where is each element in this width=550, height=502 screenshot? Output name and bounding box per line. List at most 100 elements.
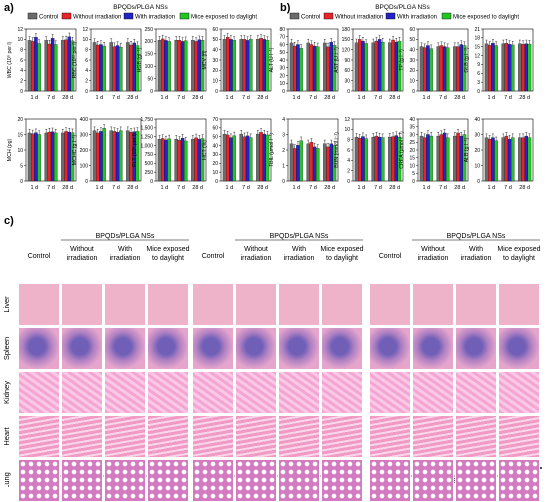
bar xyxy=(326,46,330,92)
y-tick-label: 10 xyxy=(279,81,285,87)
legend-item: Control xyxy=(39,15,58,21)
histology-image-heart xyxy=(61,415,103,458)
x-tick-label: 7 d xyxy=(309,185,317,191)
histology-image-heart xyxy=(321,415,363,458)
y-tick-label: 80 xyxy=(279,27,285,33)
y-tick-label: 1,250 xyxy=(140,135,153,141)
y-tick-label: 30 xyxy=(409,132,415,138)
y-tick-label: 0 xyxy=(85,89,88,95)
legend: Control Without irradiation With irradiati… xyxy=(27,12,257,21)
x-tick-label: 7 d xyxy=(242,95,250,101)
histology-image-liver xyxy=(235,283,277,326)
y-axis-label: HGB (gl⁻¹) xyxy=(137,47,143,72)
legend-item: Without irradiation xyxy=(73,15,121,21)
x-tick-label: 1 d xyxy=(226,95,234,101)
bar xyxy=(358,39,362,92)
y-tick-label: 0 xyxy=(412,89,415,95)
bar xyxy=(504,43,509,92)
histology-image-kidney xyxy=(321,371,363,414)
histology-image-liver xyxy=(192,283,234,326)
y-tick-label: 10 xyxy=(212,170,218,176)
histology-group-title: BPQDs/PLGA NSs xyxy=(270,233,329,240)
bar xyxy=(459,44,463,92)
histology-group-title: BPQDs/PLGA NSs xyxy=(447,233,506,240)
y-tick-label: 60 xyxy=(212,126,218,132)
histology-image-kidney xyxy=(369,371,411,414)
histology-image-heart xyxy=(278,415,320,458)
x-tick-label: 28 d xyxy=(389,95,400,101)
bar xyxy=(436,46,440,92)
x-tick-label: 7 d xyxy=(439,185,447,191)
x-tick-label: 28 d xyxy=(519,185,530,191)
bar xyxy=(229,39,233,92)
bar xyxy=(27,40,32,92)
bar xyxy=(245,40,250,92)
histology-image-kidney xyxy=(147,371,189,414)
histology-image-lung xyxy=(278,459,320,502)
y-tick-label: 25 xyxy=(409,140,415,146)
chart-tp: 0 10 20 30 40 50 60 TP (g l⁻¹) 1 d 7 d 28 d xyxy=(399,27,469,101)
bar xyxy=(518,43,522,92)
legend-swatch xyxy=(441,12,452,20)
x-tick-label: 7 d xyxy=(504,95,512,101)
column-label: With xyxy=(292,246,306,253)
histology-image-liver xyxy=(18,283,60,326)
bar xyxy=(491,137,495,182)
histology-image-spleen xyxy=(18,327,60,370)
bar xyxy=(354,136,359,182)
bar xyxy=(31,41,35,92)
bar xyxy=(312,146,317,182)
histology-image-liver xyxy=(104,283,146,326)
bar xyxy=(126,42,130,92)
y-tick-label: 12 xyxy=(344,117,350,123)
y-axis-label: BUN (mmol l⁻¹) xyxy=(334,132,340,168)
histology-image-kidney xyxy=(235,371,277,414)
bar xyxy=(47,131,52,182)
bar xyxy=(34,132,38,182)
bar xyxy=(194,41,198,92)
bar xyxy=(429,48,433,92)
chart-bun: 0 2 4 6 8 10 12 BUN (mmol l⁻¹) 1 d 7 d 28 d xyxy=(334,117,404,191)
y-tick-label: 50 xyxy=(279,50,285,56)
bar xyxy=(361,40,365,92)
bar xyxy=(259,132,263,182)
bar xyxy=(364,43,368,92)
legend-item: With irradiation xyxy=(397,15,437,21)
y-tick-label: 0 xyxy=(282,89,285,95)
y-tick-label: 20 xyxy=(474,148,480,154)
y-tick-label: 3 xyxy=(282,132,285,138)
bar xyxy=(484,43,489,92)
x-tick-label: 1 d xyxy=(358,95,366,101)
y-tick-label: 15 xyxy=(409,156,415,162)
bar xyxy=(226,37,230,92)
bar xyxy=(299,48,303,92)
column-label: Without xyxy=(421,246,445,253)
x-tick-label: 28 d xyxy=(257,95,268,101)
histology-image-liver xyxy=(147,283,189,326)
bar xyxy=(54,132,58,182)
legend-item: Control xyxy=(301,15,320,21)
y-tick-label: 2 xyxy=(20,78,23,84)
bar xyxy=(222,39,227,92)
bar xyxy=(439,45,444,92)
x-tick-label: 28 d xyxy=(257,185,268,191)
bar xyxy=(381,41,385,92)
bar xyxy=(289,42,294,92)
bar xyxy=(501,137,505,182)
bar xyxy=(197,39,201,92)
x-tick-label: 7 d xyxy=(374,95,382,101)
histology-image-liver xyxy=(321,283,363,326)
bar xyxy=(484,137,489,182)
legend-swatch xyxy=(179,12,190,20)
bar xyxy=(67,36,71,92)
histology-image-lung xyxy=(412,459,454,502)
y-tick-label: 10 xyxy=(212,78,218,84)
bar xyxy=(177,40,182,92)
legend: Control Without irradiation With irradiati… xyxy=(289,12,519,21)
bar xyxy=(92,42,97,92)
organ-label: Spleen xyxy=(2,337,11,360)
histology-image-kidney xyxy=(412,371,454,414)
histology-image-spleen xyxy=(278,327,320,370)
organ-label: Kidney xyxy=(2,381,11,404)
